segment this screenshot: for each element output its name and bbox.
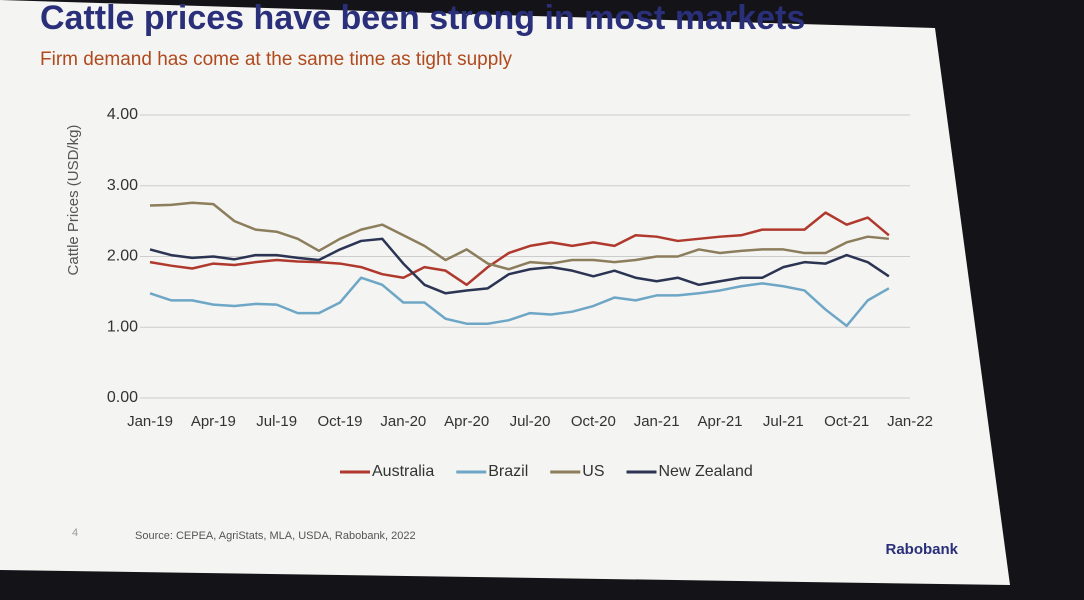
x-tick-label: Oct-19 — [317, 413, 362, 430]
x-tick-label: Apr-21 — [697, 413, 742, 430]
x-tick-label: Oct-21 — [824, 413, 869, 430]
x-tick-label: Apr-20 — [444, 413, 489, 430]
x-tick-label: Jul-21 — [763, 413, 804, 430]
y-tick-label: 4.00 — [107, 106, 138, 123]
x-tick-label: Jan-21 — [634, 413, 680, 430]
x-tick-label: Apr-19 — [191, 413, 236, 430]
chart-subtitle: Firm demand has come at the same time as… — [40, 49, 513, 70]
legend-label: New Zealand — [659, 463, 753, 480]
x-tick-label: Jan-20 — [380, 413, 426, 430]
legend-label: Brazil — [488, 463, 528, 480]
series-line — [149, 211, 890, 287]
y-tick-label: 1.00 — [107, 318, 138, 335]
legend-label: Australia — [372, 463, 434, 480]
chart-title: Cattle prices have been strong in most m… — [40, 0, 805, 37]
y-tick-label: 0.00 — [107, 389, 138, 406]
series-line — [149, 237, 890, 295]
x-tick-label: Jan-22 — [887, 413, 933, 430]
series-line — [149, 276, 890, 328]
series-line — [149, 201, 890, 271]
page-number: 4 — [72, 527, 78, 539]
slide — [0, 0, 1010, 585]
legend-label: US — [582, 463, 604, 480]
y-tick-label: 3.00 — [107, 177, 138, 194]
y-tick-label: 2.00 — [107, 248, 138, 265]
x-tick-label: Jul-20 — [510, 413, 551, 430]
y-axis-label: Cattle Prices (USD/kg) — [65, 125, 82, 276]
x-tick-label: Jul-19 — [256, 413, 297, 430]
x-tick-label: Jan-19 — [127, 413, 173, 430]
brand: Rabobank — [885, 541, 958, 558]
source: Source: CEPEA, AgriStats, MLA, USDA, Rab… — [135, 530, 416, 542]
x-tick-label: Oct-20 — [571, 413, 616, 430]
